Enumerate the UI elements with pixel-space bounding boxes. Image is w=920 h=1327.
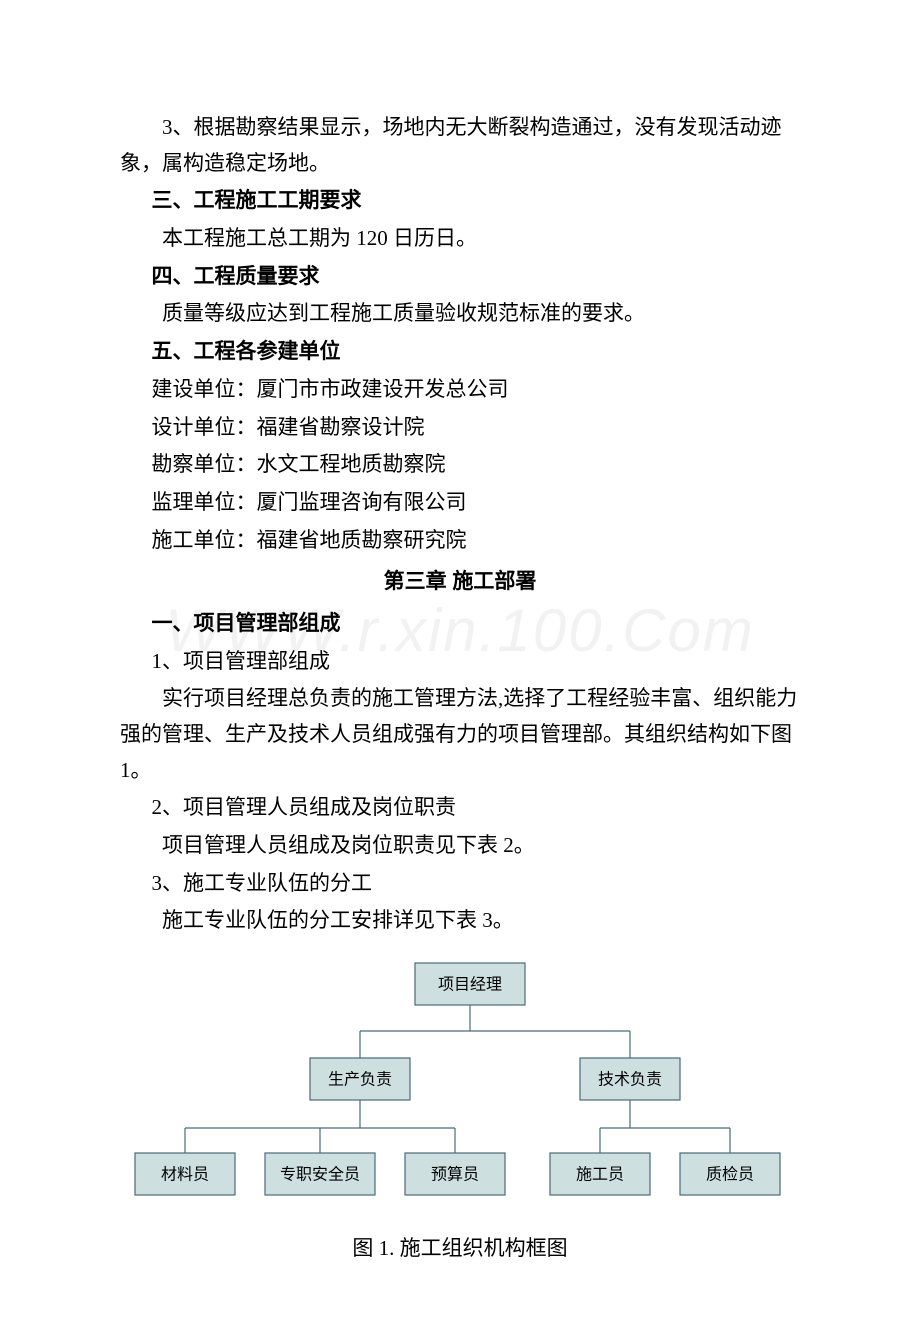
unit-builder: 施工单位：福建省地质勘察研究院: [120, 523, 800, 559]
heading-5-text: 五、工程各参建单位: [152, 339, 341, 363]
heading-3-text: 三、工程施工工期要求: [152, 188, 362, 212]
item-2: 2、项目管理人员组成及岗位职责: [120, 790, 800, 826]
org-node-label: 预算员: [431, 1165, 479, 1184]
org-node-label: 项目经理: [438, 976, 502, 994]
unit-supervision: 监理单位：厦门监理咨询有限公司: [120, 485, 800, 521]
org-node-label: 材料员: [161, 1166, 209, 1184]
para-item-1: 实行项目经理总负责的施工管理方法,选择了工程经验丰富、组织能力强的管理、生产及技…: [120, 681, 800, 788]
para-quality: 质量等级应达到工程施工质量验收规范标准的要求。: [120, 296, 800, 332]
heading-5: 五、工程各参建单位: [120, 334, 800, 370]
heading-4: 四、工程质量要求: [120, 259, 800, 295]
item-1: 1、项目管理部组成: [120, 644, 800, 680]
org-node-label: 专职安全员: [280, 1166, 360, 1184]
org-chart: 项目经理生产负责 技术负责材料员 专职安全员 预算员 施工员 质检员: [120, 953, 800, 1225]
heading-3: 三、工程施工工期要求: [120, 183, 800, 219]
para-duration: 本工程施工总工期为 120 日历日。: [120, 221, 800, 257]
chart-caption: 图 1. 施工组织机构框图: [120, 1231, 800, 1267]
org-node-label: 施工员: [576, 1166, 624, 1184]
section-1-text: 一、项目管理部组成: [152, 611, 341, 635]
heading-4-text: 四、工程质量要求: [152, 264, 320, 288]
para-item-2: 项目管理人员组成及岗位职责见下表 2。: [120, 828, 800, 864]
org-node-label: 质检员: [706, 1166, 754, 1184]
document-content: 3、根据勘察结果显示，场地内无大断裂构造通过，没有发现活动迹象，属构造稳定场地。…: [120, 110, 800, 1267]
item-3: 3、施工专业队伍的分工: [120, 866, 800, 902]
section-1: 一、项目管理部组成: [120, 606, 800, 642]
unit-construction: 建设单位：厦门市市政建设开发总公司: [120, 372, 800, 408]
para-survey: 3、根据勘察结果显示，场地内无大断裂构造通过，没有发现活动迹象，属构造稳定场地。: [120, 110, 800, 181]
org-chart-svg: 项目经理生产负责 技术负责材料员 专职安全员 预算员 施工员 质检员: [120, 953, 800, 1213]
unit-design: 设计单位：福建省勘察设计院: [120, 410, 800, 446]
unit-survey: 勘察单位：水文工程地质勘察院: [120, 447, 800, 483]
para-item-3: 施工专业队伍的分工安排详见下表 3。: [120, 903, 800, 939]
org-node-label: 技术负责: [598, 1071, 662, 1089]
org-node-label: 生产负责: [328, 1071, 392, 1089]
chapter-title: 第三章 施工部署: [120, 564, 800, 600]
